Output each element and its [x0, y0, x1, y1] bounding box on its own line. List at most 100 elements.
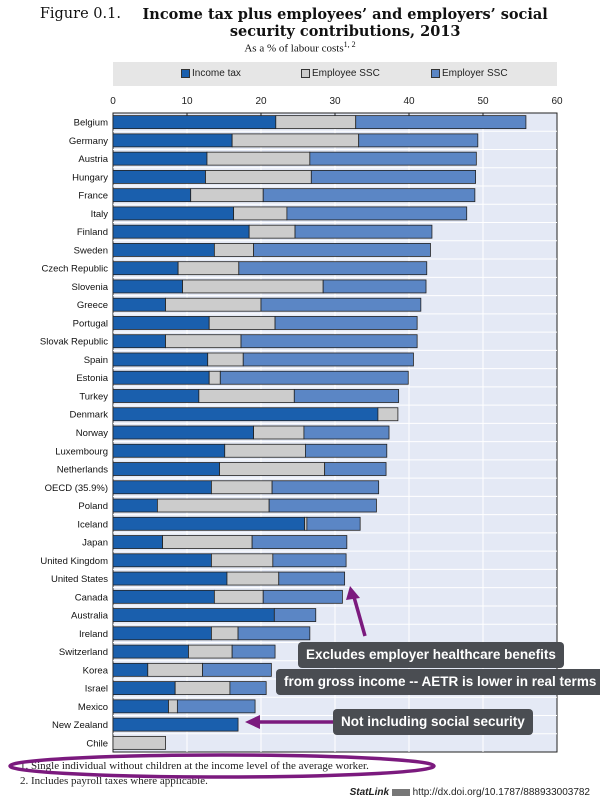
annotation-new-zealand: Not including social security — [333, 709, 533, 735]
category-label: Canada — [75, 592, 109, 603]
bar-employee-ssc — [253, 425, 305, 440]
bar-employer-ssc — [324, 462, 387, 476]
bar-employer-ssc — [303, 425, 390, 440]
category-label: Japan — [82, 538, 108, 549]
bar-employer-ssc — [238, 261, 428, 276]
bar-employee-ssc — [207, 352, 244, 367]
bar-employee-ssc — [168, 699, 178, 714]
bar-employee-ssc — [226, 571, 280, 586]
bar-income-tax — [112, 681, 176, 695]
bar-income-tax — [112, 169, 206, 184]
category-label: Korea — [83, 665, 109, 676]
legend-label: Employer SSC — [442, 68, 508, 79]
bar-income-tax — [112, 243, 215, 257]
bar-employer-ssc — [322, 279, 427, 294]
bar-employee-ssc — [231, 133, 360, 148]
legend-item-employee-ssc: Employee SSC — [301, 68, 380, 79]
bar-income-tax — [112, 626, 212, 641]
subtitle-text: As a % of labour costs — [244, 42, 344, 55]
bar-employer-ssc — [231, 644, 276, 659]
statlink-url[interactable]: http://dx.doi.org/10.1787/888933003782 — [412, 787, 590, 798]
legend-label: Employee SSC — [312, 68, 380, 79]
category-label: OECD (35.9%) — [45, 483, 108, 494]
bar-income-tax — [112, 425, 255, 440]
bar-employer-ssc — [271, 480, 380, 495]
chart-subtitle: As a % of labour costs1, 2 — [0, 40, 600, 55]
category-label: Italy — [91, 209, 109, 220]
footnote-2: 2. Includes payroll taxes where applicab… — [20, 775, 208, 787]
bar-income-tax — [112, 206, 235, 221]
bar-employee-ssc — [211, 480, 273, 495]
bar-income-tax — [112, 188, 192, 203]
bar-employee-ssc — [377, 407, 399, 422]
category-label: Ireland — [79, 629, 108, 640]
bar-employer-ssc — [310, 169, 477, 184]
bar-employer-ssc — [304, 443, 388, 458]
bar-income-tax — [112, 589, 215, 604]
bar-employer-ssc — [286, 206, 468, 221]
bar-employer-ssc — [273, 608, 317, 622]
x-tick-label: 60 — [551, 96, 563, 107]
bar-income-tax — [112, 334, 166, 349]
bar-income-tax — [112, 571, 228, 586]
category-label: Luxembourg — [55, 446, 108, 457]
bar-employer-ssc — [268, 498, 377, 513]
category-label: Austria — [78, 154, 108, 165]
bar-income-tax — [112, 316, 210, 330]
bar-employee-ssc — [275, 115, 357, 130]
bar-employer-ssc — [358, 133, 479, 148]
footnote-1: 1. Single individual without children at… — [20, 760, 369, 772]
category-label: Norway — [76, 428, 108, 439]
bar-income-tax — [112, 516, 306, 531]
bar-income-tax — [112, 699, 169, 714]
category-label: Slovak Republic — [40, 337, 108, 348]
bar-employer-ssc — [260, 297, 422, 312]
category-label: United States — [51, 574, 108, 585]
category-label: Australia — [71, 611, 109, 622]
bar-income-tax — [112, 498, 158, 513]
bar-income-tax — [112, 480, 212, 495]
category-label: Sweden — [74, 245, 108, 256]
title-text: Income tax plus employees’ and employers… — [142, 6, 548, 40]
bar-income-tax — [112, 151, 208, 166]
bar-employer-ssc — [306, 516, 361, 531]
statlink[interactable]: StatLink http://dx.doi.org/10.1787/88893… — [350, 787, 590, 798]
bar-employee-ssc — [165, 334, 242, 349]
legend-item-employer-ssc: Employer SSC — [431, 68, 508, 79]
category-label: Mexico — [78, 702, 108, 713]
bar-employer-ssc — [262, 589, 343, 604]
bar-employee-ssc — [177, 261, 240, 276]
bar-employee-ssc — [208, 370, 221, 385]
bar-employee-ssc — [211, 553, 274, 568]
category-label: Finland — [77, 227, 108, 238]
category-label: Estonia — [76, 373, 108, 384]
bar-income-tax — [112, 224, 250, 239]
bar-employee-ssc — [156, 498, 270, 513]
legend: Income tax Employee SSC Employer SSC — [113, 62, 557, 86]
bar-employee-ssc — [174, 681, 231, 695]
bar-employee-ssc — [182, 279, 324, 294]
category-label: Slovenia — [72, 282, 109, 293]
bar-employee-ssc — [213, 589, 264, 604]
statlink-icon — [391, 788, 410, 796]
category-label: Hungary — [72, 172, 108, 183]
bar-employer-ssc — [272, 553, 347, 568]
bar-employee-ssc — [208, 316, 276, 330]
bar-employer-ssc — [219, 370, 409, 385]
bar-employee-ssc — [188, 644, 233, 659]
bar-income-tax — [112, 297, 166, 312]
legend-swatch — [431, 69, 440, 78]
figure-number: Figure 0.1. — [39, 6, 121, 22]
bar-income-tax — [112, 389, 200, 403]
bar-income-tax — [112, 133, 233, 148]
x-tick-label: 0 — [110, 96, 116, 107]
category-label: Spain — [84, 355, 108, 366]
category-label: Israel — [85, 684, 108, 695]
bar-employer-ssc — [251, 535, 348, 549]
bar-employer-ssc — [229, 681, 267, 695]
bar-employer-ssc — [240, 334, 418, 349]
category-label: Portugal — [73, 318, 108, 329]
category-label: Germany — [69, 136, 108, 147]
category-label: France — [78, 191, 108, 202]
